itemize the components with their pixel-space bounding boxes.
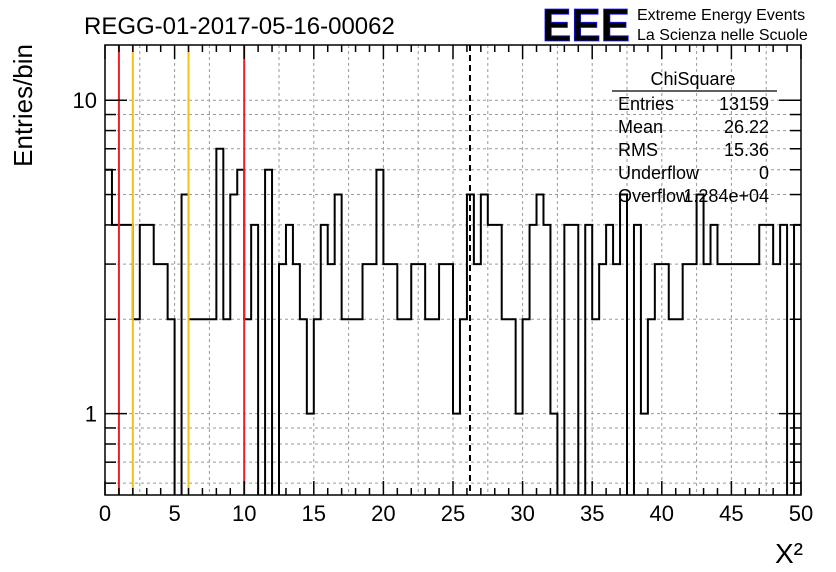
- stats-title: ChiSquare: [650, 69, 735, 89]
- x-tick-label: 10: [232, 501, 256, 526]
- x-tick-label: 30: [510, 501, 534, 526]
- stats-label-entries: Entries: [618, 94, 674, 114]
- y-tick-label: 10: [73, 88, 97, 113]
- stats-label-rms: RMS: [618, 140, 658, 160]
- x-tick-label: 20: [371, 501, 395, 526]
- stats-value-rms: 15.36: [724, 140, 769, 160]
- chart-title: REGG-01-2017-05-16-00062: [84, 13, 395, 40]
- stats-box: ChiSquare Entries 13159 Mean 26.22 RMS 1…: [612, 69, 777, 206]
- x-tick-label: 25: [441, 501, 465, 526]
- y-axis-label: Entries/bin: [8, 44, 38, 167]
- y-tick-label: 1: [85, 402, 97, 427]
- logo-line-1: Extreme Energy Events: [637, 7, 805, 24]
- histogram-series: [105, 147, 801, 495]
- stats-value-entries: 13159: [719, 94, 769, 114]
- x-tick-label: 15: [302, 501, 326, 526]
- stats-value-mean: 26.22: [724, 117, 769, 137]
- x-tick-label: 40: [650, 501, 674, 526]
- axis-ticks: [104, 45, 802, 495]
- x-tick-label: 50: [789, 501, 813, 526]
- x-tick-label: 5: [168, 501, 180, 526]
- x-axis-label: X²: [775, 538, 803, 569]
- logo-mark: EEE: [542, 0, 630, 51]
- stats-label-mean: Mean: [618, 117, 663, 137]
- stats-value-overflow: 1.284e+04: [683, 186, 769, 206]
- stats-label-underflow: Underflow: [618, 163, 700, 183]
- logo-line-2: La Scienza nelle Scuole: [637, 27, 808, 44]
- reference-lines: [117, 45, 471, 495]
- histogram-step-line: [105, 147, 801, 495]
- x-tick-label: 45: [719, 501, 743, 526]
- x-tick-label: 35: [580, 501, 604, 526]
- x-tick-label: 0: [99, 501, 111, 526]
- x-tick-labels: 0 5 10 15 20 25 30 35 40 45 50: [99, 501, 813, 526]
- y-tick-labels: 1 10: [73, 88, 97, 426]
- stats-value-underflow: 0: [759, 163, 769, 183]
- stats-label-overflow: Overflow: [618, 186, 690, 206]
